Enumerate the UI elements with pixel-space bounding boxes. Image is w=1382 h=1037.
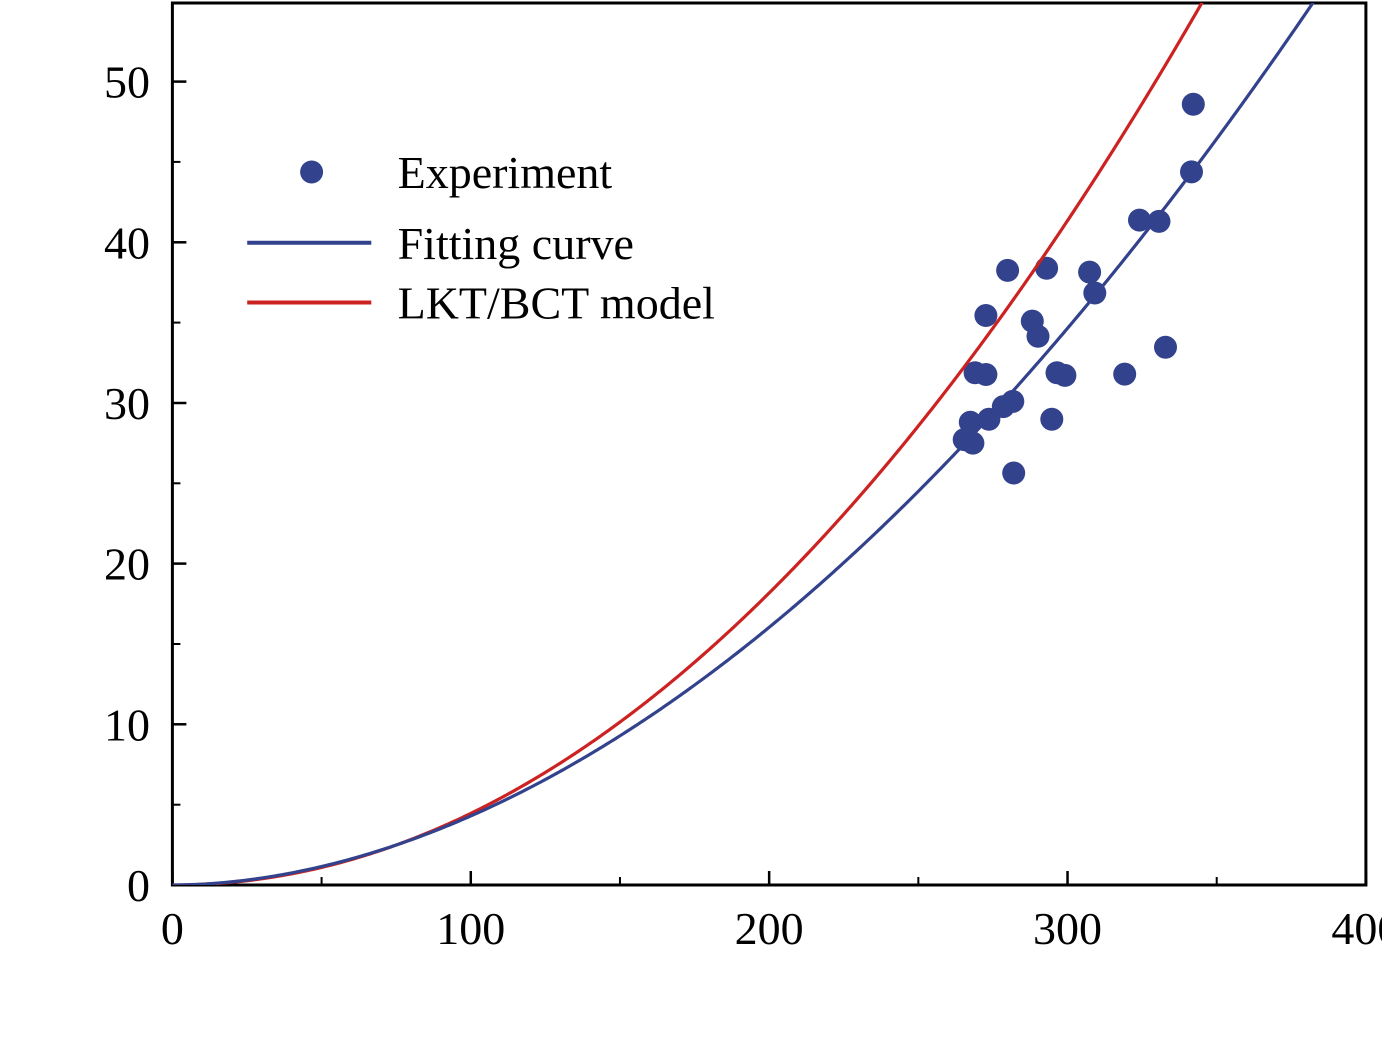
svg-text:400: 400 (1331, 903, 1382, 954)
svg-text:Fitting curve: Fitting curve (398, 218, 634, 269)
svg-text:200: 200 (735, 903, 804, 954)
svg-text:50: 50 (104, 57, 150, 108)
svg-text:0: 0 (127, 860, 150, 911)
svg-text:20: 20 (104, 539, 150, 590)
svg-text:10: 10 (104, 699, 150, 750)
svg-text:LKT/BCT model: LKT/BCT model (398, 278, 715, 329)
svg-text:100: 100 (436, 903, 505, 954)
svg-text:40: 40 (104, 217, 150, 268)
svg-text:Experiment: Experiment (398, 147, 613, 198)
svg-text:0: 0 (161, 903, 184, 954)
svg-text:300: 300 (1033, 903, 1102, 954)
svg-text:30: 30 (104, 378, 150, 429)
